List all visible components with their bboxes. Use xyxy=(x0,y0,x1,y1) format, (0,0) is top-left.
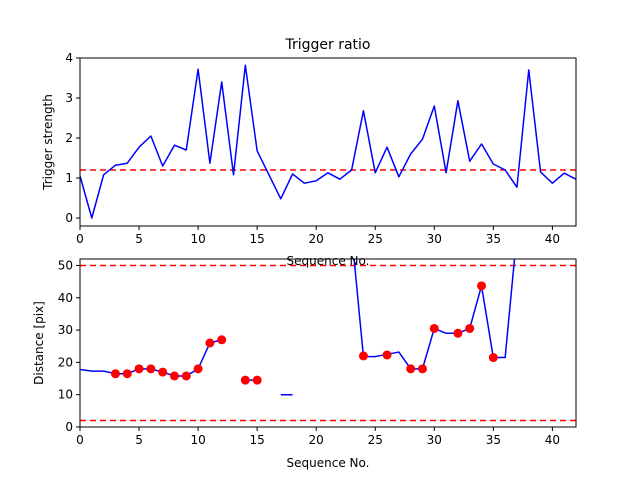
distance-x-tick-label: 25 xyxy=(368,433,383,447)
distance-y-tick-label: 40 xyxy=(58,291,73,305)
distance-y-tick-label: 30 xyxy=(58,323,73,337)
distance-data-point xyxy=(193,364,203,374)
trigger-ratio-y-tick-label: 1 xyxy=(65,171,73,185)
distance-series-layer xyxy=(80,259,576,422)
distance-ylabel: Distance [pix] xyxy=(32,301,46,385)
trigger-ratio-x-tick-label: 20 xyxy=(309,232,324,246)
distance-x-tick-label: 0 xyxy=(76,433,84,447)
distance-data-point xyxy=(110,369,120,379)
distance-data-point xyxy=(205,338,215,348)
trigger-ratio-x-tick-label: 30 xyxy=(427,232,442,246)
distance-data-point xyxy=(382,350,392,360)
distance-y-tick-label: 10 xyxy=(58,388,73,402)
distance-x-tick-label: 35 xyxy=(486,433,501,447)
trigger-ratio-x-tick-label: 10 xyxy=(190,232,205,246)
distance-y-tick-label: 50 xyxy=(58,258,73,272)
trigger-ratio-x-tick-label: 25 xyxy=(368,232,383,246)
trigger-ratio-x-tick-label: 40 xyxy=(545,232,560,246)
trigger-ratio-series-layer xyxy=(80,64,576,219)
distance-data-point xyxy=(158,367,168,377)
distance-data-point xyxy=(465,323,475,333)
distance-axes-frame xyxy=(79,258,577,428)
trigger-ratio-x-tick-label: 0 xyxy=(76,232,84,246)
trigger-ratio-y-tick-label: 2 xyxy=(65,131,73,145)
distance-ticks-layer: 0 5 10 15 20 25 30 35 40 0 10 20 30 40 50 xyxy=(58,258,560,447)
distance-x-tick-label: 20 xyxy=(309,433,324,447)
distance-data-point xyxy=(181,371,191,381)
distance-data-point xyxy=(429,323,439,333)
distance-plot: 0 5 10 15 20 25 30 35 40 0 10 20 30 40 50 Distance [pi… xyxy=(32,258,577,470)
trigger-ratio-data-line xyxy=(80,64,576,219)
trigger-ratio-x-tick-label: 35 xyxy=(486,232,501,246)
distance-data-point xyxy=(240,375,250,385)
distance-xlabel: Sequence No. xyxy=(287,456,370,470)
distance-data-point xyxy=(488,353,498,363)
distance-data-point xyxy=(134,364,144,374)
trigger-ratio-x-tick-label: 5 xyxy=(135,232,143,246)
trigger-ratio-ylabel: Trigger strength xyxy=(41,94,55,191)
distance-x-tick-label: 5 xyxy=(135,433,143,447)
trigger-ratio-y-tick-label: 3 xyxy=(65,91,73,105)
distance-data-point xyxy=(453,328,463,338)
distance-data-point xyxy=(406,364,416,374)
distance-x-tick-label: 40 xyxy=(545,433,560,447)
trigger-ratio-y-tick-label: 0 xyxy=(65,211,73,225)
distance-data-point xyxy=(217,335,227,345)
trigger-ratio-title: Trigger ratio xyxy=(284,37,370,53)
distance-data-point xyxy=(122,369,132,379)
trigger-ratio-axes-frame xyxy=(79,57,577,227)
distance-x-tick-label: 10 xyxy=(190,433,205,447)
distance-data-point xyxy=(417,364,427,374)
distance-x-tick-label: 15 xyxy=(250,433,265,447)
distance-data-point xyxy=(146,364,156,374)
distance-y-tick-label: 0 xyxy=(65,420,73,434)
trigger-ratio-plot: 0 5 10 15 20 25 30 35 40 0 1 2 3 4 Trigger ratio Trig… xyxy=(41,37,577,268)
trigger-ratio-x-tick-label: 15 xyxy=(250,232,265,246)
distance-data-point xyxy=(252,375,262,385)
distance-data-point xyxy=(358,351,368,361)
trigger-ratio-xlabel: Sequence No. xyxy=(287,254,370,268)
distance-x-tick-label: 30 xyxy=(427,433,442,447)
trigger-ratio-y-tick-label: 4 xyxy=(65,51,73,65)
distance-data-point xyxy=(477,281,487,291)
distance-data-point xyxy=(169,371,179,381)
distance-y-tick-label: 20 xyxy=(58,355,73,369)
trigger-ratio-ticks-layer: 0 5 10 15 20 25 30 35 40 0 1 2 3 4 xyxy=(65,51,560,246)
